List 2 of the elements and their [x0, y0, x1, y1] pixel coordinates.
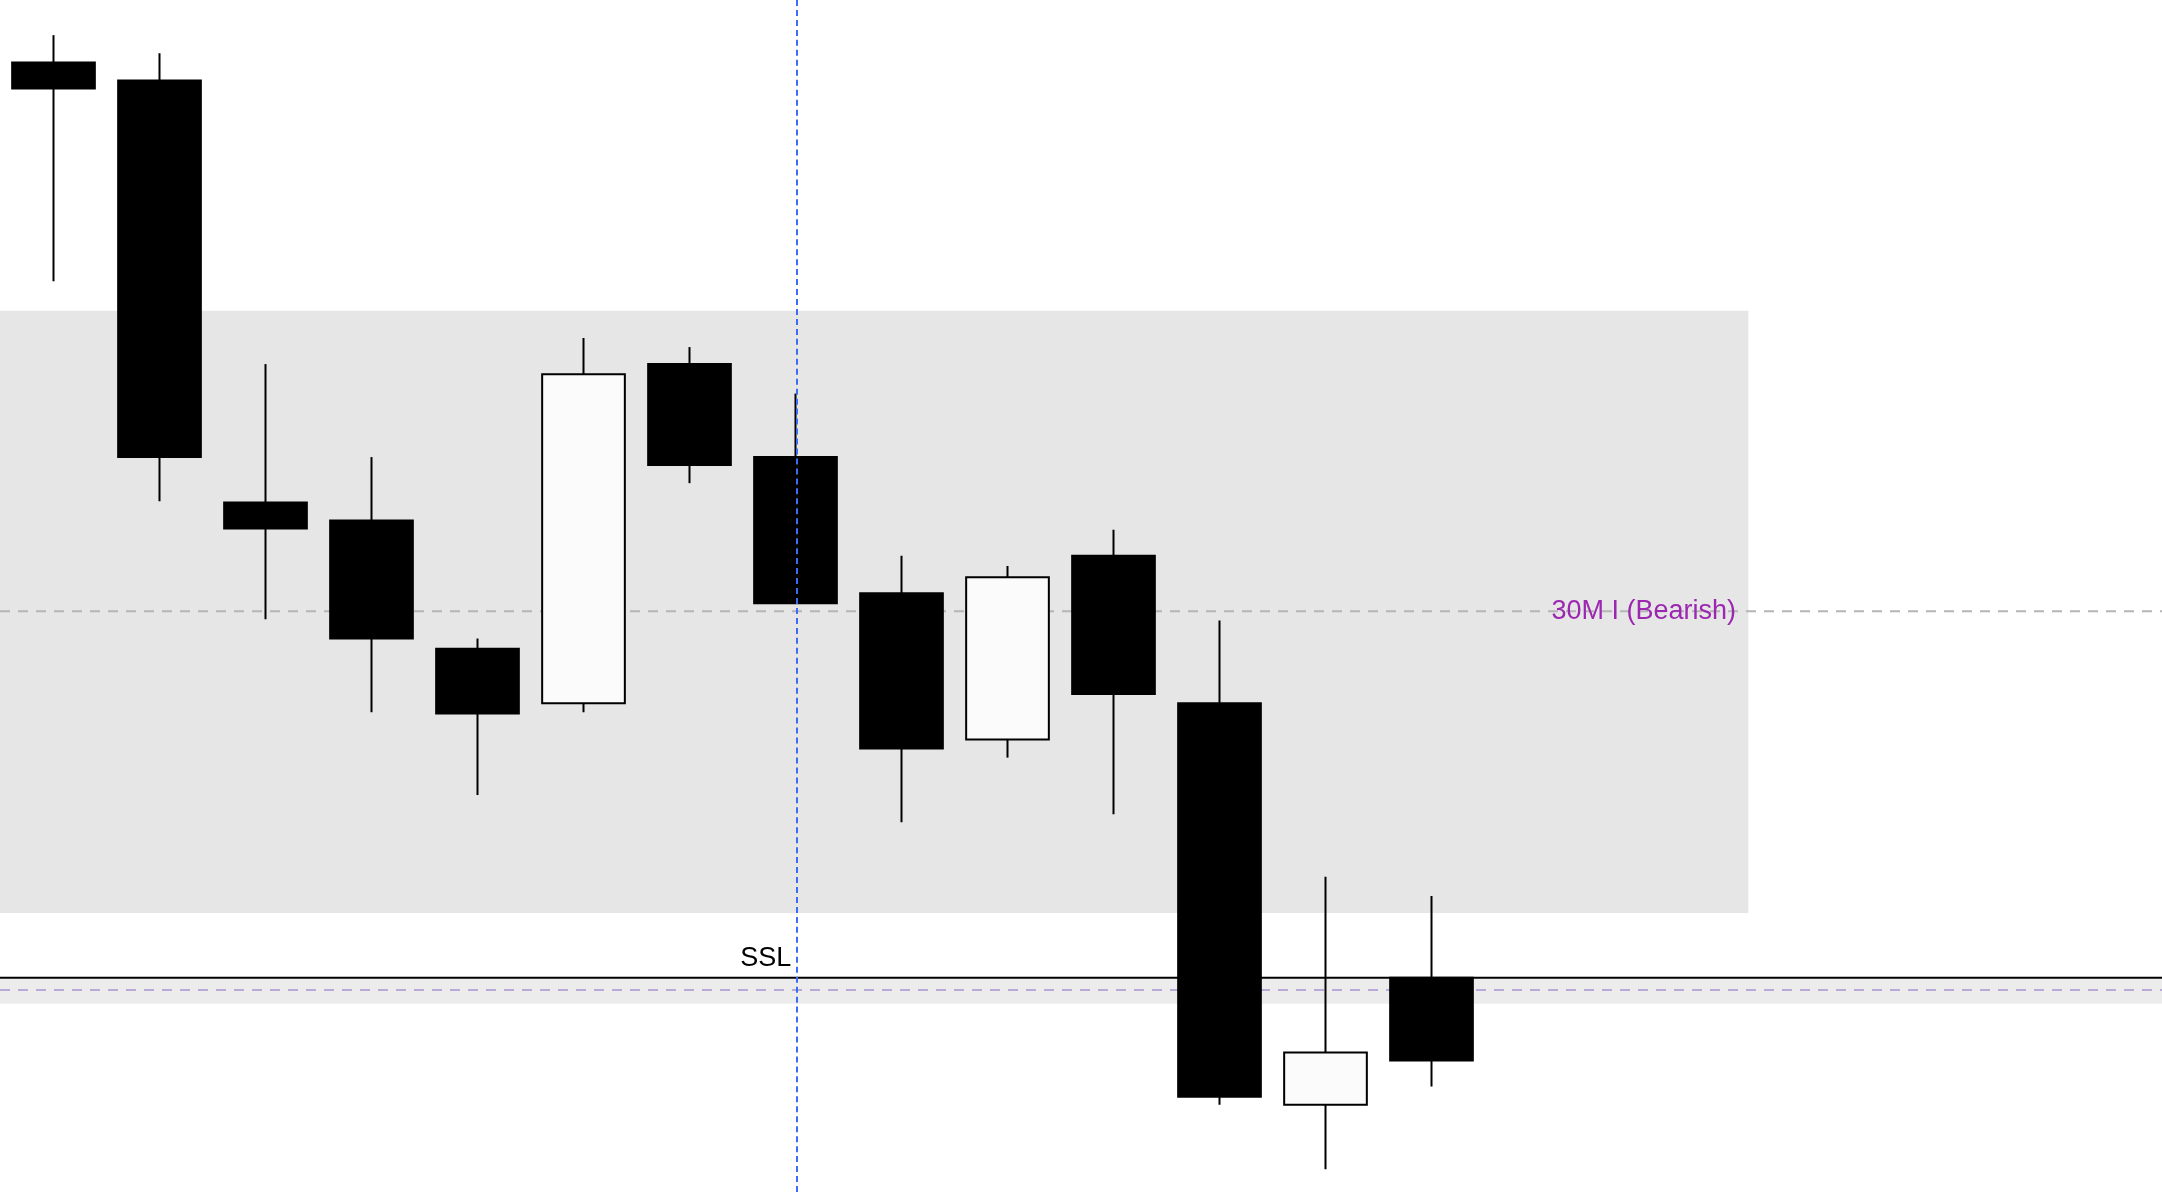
- ref-line-label: 30M I (Bearish): [1551, 594, 1737, 625]
- ref-line-label: SSL: [740, 941, 792, 972]
